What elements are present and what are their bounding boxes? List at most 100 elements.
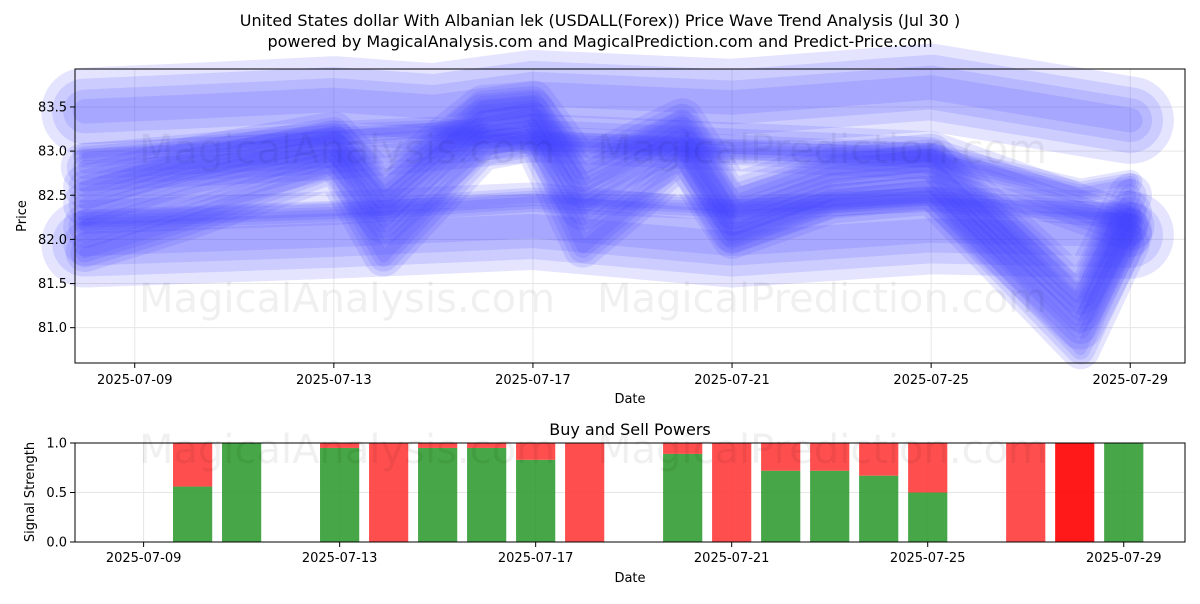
signal-x-tick-label: 2025-07-25 — [890, 551, 966, 566]
price-y-tick-label: 81.0 — [38, 321, 67, 336]
signal-y-axis-label: Signal Strength — [23, 442, 38, 542]
watermark-5: MagicalAnalysis.com — [139, 427, 555, 473]
wave-band-8-layer-3 — [81, 125, 1134, 195]
wave-band-2-layer-2 — [63, 204, 1153, 266]
buy-bar — [173, 486, 213, 542]
wave-band-2-layer-3 — [72, 213, 1143, 257]
wave-band-1-layer-1 — [52, 54, 1163, 153]
wave-band-4-layer-1 — [68, 108, 1147, 345]
wave-band-0-layer-2 — [72, 125, 1143, 239]
price-x-tick-label: 2025-07-09 — [97, 373, 173, 388]
wave-band-2-layer-1 — [52, 193, 1163, 277]
buy-bar — [467, 447, 507, 542]
wave-band-7-layer-3 — [81, 196, 1134, 226]
signal-panel-title: Buy and Sell Powers — [549, 420, 711, 439]
signal-x-tick-label: 2025-07-13 — [302, 551, 378, 566]
price-x-tick-label: 2025-07-29 — [1092, 373, 1168, 388]
wave-band-0-layer-1 — [66, 119, 1149, 245]
sell-bar — [663, 443, 703, 454]
sell-bar — [1006, 443, 1046, 542]
chart-title: United States dollar With Albanian lek (… — [240, 11, 961, 30]
wave-band-3-layer-1 — [68, 95, 1147, 327]
wave-band-0-layer-0 — [60, 113, 1155, 251]
price-x-tick-label: 2025-07-13 — [296, 373, 372, 388]
watermark-1: MagicalAnalysis.com — [139, 127, 555, 173]
price-x-tick-label: 2025-07-25 — [893, 373, 969, 388]
sell-bar — [761, 443, 801, 471]
watermark-4: MagicalPrediction.com — [597, 276, 1047, 322]
sell-bar — [516, 443, 556, 460]
sell-bar — [369, 443, 409, 542]
signal-y-tick-label: 0.5 — [46, 486, 67, 501]
buy-bar — [418, 447, 458, 542]
price-y-tick-label: 83.0 — [38, 145, 67, 160]
wave-band-4-layer-0 — [63, 102, 1153, 350]
wave-band-6-layer-2 — [75, 132, 1140, 360]
price-x-tick-label: 2025-07-21 — [694, 373, 770, 388]
sell-bar — [320, 443, 360, 448]
wave-band-6-layer-1 — [70, 127, 1145, 365]
wave-band-6-layer-0 — [65, 122, 1150, 370]
buy-bar — [663, 453, 703, 542]
price-x-axis-label: Date — [614, 392, 645, 407]
buy-bar — [859, 475, 899, 542]
wave-band-7-layer-1 — [75, 190, 1140, 231]
wave-band-1-layer-2 — [63, 65, 1153, 143]
price-y-tick-label: 82.0 — [38, 233, 67, 248]
price-y-tick-label: 81.5 — [38, 277, 67, 292]
sell-bar — [908, 443, 948, 493]
wave-bands — [41, 43, 1174, 370]
wave-band-6-layer-3 — [79, 136, 1136, 356]
sell-bar — [467, 443, 507, 448]
wave-band-7-layer-0 — [72, 187, 1143, 234]
wave-band-5-layer-2 — [74, 91, 1142, 304]
wave-band-8-layer-1 — [75, 119, 1140, 200]
wave-band-3-layer-0 — [63, 89, 1153, 332]
buy-bar — [320, 447, 360, 542]
signal-panel: Buy and Sell Powers MagicalAnalysis.com … — [23, 420, 1186, 586]
signal-y-tick-label: 0.0 — [46, 536, 67, 551]
sell-bar — [810, 443, 850, 471]
price-panel-frame — [74, 68, 1186, 364]
watermark-6: MagicalPrediction.com — [597, 427, 1047, 473]
price-x-tick-label: 2025-07-17 — [495, 373, 571, 388]
signal-x-tick-label: 2025-07-09 — [106, 551, 182, 566]
signal-bars — [173, 443, 1144, 542]
price-y-axis-label: Price — [15, 200, 30, 232]
buy-bar — [908, 492, 948, 542]
wave-band-3-layer-2 — [74, 100, 1142, 321]
price-panel: MagicalAnalysis.com MagicalPrediction.co… — [15, 43, 1186, 407]
wave-band-5-layer-3 — [78, 96, 1137, 299]
chart-subtitle: powered by MagicalAnalysis.com and Magic… — [267, 32, 932, 51]
signal-x-tick-label: 2025-07-21 — [694, 551, 770, 566]
price-y-tick-label: 82.5 — [38, 189, 67, 204]
wave-band-7-layer-2 — [78, 193, 1137, 228]
signal-x-tick-label: 2025-07-17 — [498, 551, 574, 566]
sell-bar — [418, 443, 458, 448]
wave-band-5-layer-0 — [63, 80, 1153, 315]
watermark-3: MagicalAnalysis.com — [139, 276, 555, 322]
sell-bar — [859, 443, 899, 476]
wave-band-8-layer-0 — [72, 116, 1143, 203]
sell-bar — [565, 443, 605, 542]
buy-bar — [222, 443, 262, 542]
wave-band-0-layer-3 — [78, 131, 1137, 233]
strong-sell-bar — [1055, 443, 1095, 542]
buy-bar — [810, 470, 850, 542]
wave-band-1-layer-3 — [72, 75, 1143, 133]
buy-bar — [761, 470, 801, 542]
wave-band-2-layer-0 — [41, 182, 1174, 288]
sell-bar — [173, 443, 213, 487]
wave-band-5-layer-1 — [68, 86, 1147, 309]
signal-x-axis-label: Date — [614, 571, 645, 586]
buy-bar — [1104, 443, 1144, 542]
sell-bar — [712, 443, 752, 542]
watermark-2: MagicalPrediction.com — [597, 127, 1047, 173]
wave-band-1-layer-0 — [41, 43, 1174, 164]
signal-y-tick-label: 1.0 — [46, 437, 67, 452]
wave-band-4-layer-2 — [74, 113, 1142, 339]
price-y-tick-label: 83.5 — [38, 100, 67, 115]
wave-band-3-layer-3 — [78, 105, 1137, 317]
